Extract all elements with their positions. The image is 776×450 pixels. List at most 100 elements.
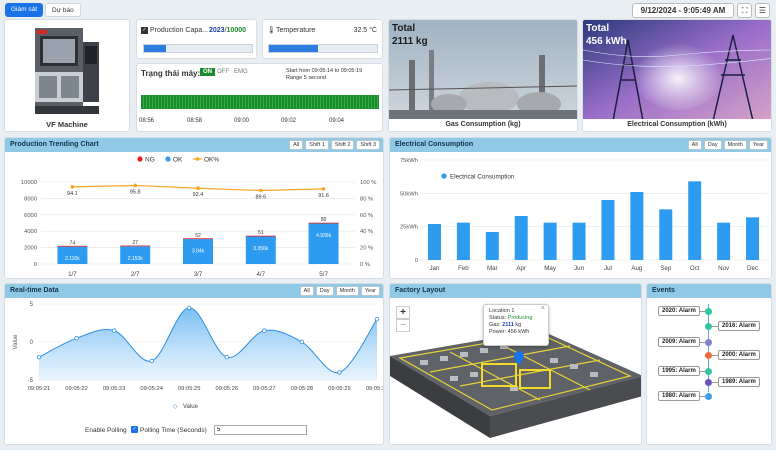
legend-label: OK% — [204, 157, 219, 164]
data-point — [149, 358, 154, 364]
tooltip-close-icon[interactable]: × — [540, 305, 545, 312]
tooltip-status-label: Status: — [489, 315, 507, 321]
y2-tick-label: 20 % — [360, 246, 373, 252]
production-separator: / — [224, 27, 227, 34]
ok-pct-label: 91.6 — [318, 193, 329, 199]
y-tick-label: 50kWh — [400, 191, 418, 197]
menu-icon[interactable]: ☰ — [755, 3, 770, 18]
legend-marker — [137, 156, 143, 162]
bar — [456, 222, 470, 260]
x-tick-label: Dec — [747, 265, 758, 272]
zoom-in-button[interactable]: + — [396, 306, 410, 319]
ok-pct-point — [259, 188, 263, 193]
state-emg-button[interactable]: EMG — [234, 69, 248, 75]
rt-month-button[interactable]: Month — [335, 286, 359, 296]
gas-total-label: Total — [392, 23, 416, 34]
tab-giam-sat[interactable]: Giám sát — [5, 3, 44, 17]
bar — [427, 224, 441, 260]
elec-day-button[interactable]: Day — [703, 140, 722, 150]
polling-time-label: Polling Time (Seconds) — [140, 427, 207, 434]
event-item[interactable]: 2009: Alarm — [658, 337, 700, 347]
x-tick-label: 4/7 — [256, 271, 265, 278]
events-timeline-line — [708, 304, 709, 392]
factory-layout-card: Factory Layout + − Location 1 Status: Pr… — [389, 283, 642, 445]
bar-value-label: 3.356k — [253, 246, 269, 252]
bar-value-label: 2.116k — [65, 256, 80, 262]
tick-1: 08:58 — [187, 118, 203, 124]
factory-3d-view[interactable] — [390, 298, 642, 445]
x-tick-label: 09:05:26 — [215, 386, 238, 392]
production-progress-fill — [144, 45, 166, 52]
polling-time-input[interactable] — [214, 425, 307, 435]
ok-pct-label: 95.8 — [130, 189, 141, 195]
event-connector — [699, 342, 706, 343]
bar-value-label: 4.936k — [316, 233, 332, 239]
event-item[interactable]: 2016: Alarm — [718, 321, 760, 331]
fullscreen-icon[interactable]: ⛶ — [737, 3, 752, 18]
event-item[interactable]: 2000: Alarm — [718, 350, 760, 360]
ok-pct-point — [133, 183, 137, 188]
range-text: Range 5 second — [286, 75, 327, 81]
ok-pct-point — [70, 185, 75, 189]
event-dot — [705, 368, 712, 375]
y2-tick-label: 40 % — [360, 229, 373, 235]
production-target: 10000 — [226, 27, 246, 34]
x-tick-label: 2/7 — [131, 271, 140, 278]
tooltip-location: Location 1 — [489, 308, 515, 314]
range-from-text: Start from 09:05:14 to 09:05:19 — [286, 68, 363, 74]
event-item[interactable]: 1995: Alarm — [658, 366, 700, 376]
event-connector — [699, 396, 706, 397]
legend-label: OK — [173, 157, 183, 164]
state-off-button[interactable]: OFF — [217, 69, 229, 75]
y-tick-label: 6000 — [24, 213, 37, 219]
legend-marker — [165, 156, 171, 162]
tooltip-gas: Gas: 2111 kg — [489, 322, 543, 329]
tab-du-bao[interactable]: Dự báo — [45, 3, 81, 17]
production-trending-chart: NG OK OK% 0 0 % 2000 20 % 4000 40 % 6000 60 % 8000 8… — [21, 156, 376, 278]
x-tick-label: Aug — [631, 265, 643, 272]
x-tick-label: 09:05:21 — [28, 386, 51, 392]
rt-day-button[interactable]: Day — [315, 286, 334, 296]
events-card: Events 2020: Alarm 2016: Alarm 2009: Alarm… — [646, 283, 772, 445]
power-lines-image — [583, 20, 771, 121]
filter-shift1-button[interactable]: Shift 1 — [305, 140, 329, 150]
filter-all-button[interactable]: All — [289, 140, 304, 150]
zoom-out-button[interactable]: − — [396, 319, 410, 332]
production-current: 2023 — [209, 27, 225, 34]
temperature-label: Temperature — [276, 27, 316, 34]
production-trending-title: Production Trending Chart — [10, 141, 99, 148]
factory-title: Factory Layout — [395, 287, 446, 294]
elec-all-button[interactable]: All — [687, 140, 702, 150]
bar — [659, 209, 673, 260]
elec-month-button[interactable]: Month — [723, 140, 747, 150]
ok-pct-label: 89.6 — [255, 195, 266, 201]
event-item[interactable]: 1989: Alarm — [718, 377, 760, 387]
y-tick-label: -5 — [28, 378, 34, 384]
data-point — [187, 305, 192, 310]
rt-year-button[interactable]: Year — [360, 286, 380, 296]
state-on-button[interactable]: ON — [200, 68, 215, 76]
x-tick-label: Jun — [574, 265, 585, 272]
filter-shift3-button[interactable]: Shift 3 — [356, 140, 380, 150]
event-item[interactable]: 1980: Alarm — [658, 391, 700, 401]
tooltip-power: Power: 456 kWh — [489, 329, 530, 335]
electric-total-label: Total — [586, 23, 610, 34]
filter-shift2-button[interactable]: Shift 2 — [330, 140, 355, 150]
data-point — [36, 355, 42, 360]
rt-all-button[interactable]: All — [299, 286, 314, 296]
y-tick-label: 0 — [30, 340, 34, 346]
elec-year-button[interactable]: Year — [748, 140, 768, 150]
y2-tick-label: 60 % — [360, 213, 373, 219]
location-tooltip: Location 1 Status: Producing Gas: 2111 k… — [483, 304, 549, 346]
y-tick-label: 2000 — [24, 246, 37, 252]
enable-polling-checkbox[interactable]: ✓ — [131, 426, 138, 433]
x-tick-label: May — [544, 265, 557, 272]
data-point — [111, 328, 117, 333]
event-item[interactable]: 2020: Alarm — [658, 306, 700, 316]
area-fill — [39, 307, 377, 380]
enable-polling-label: Enable Polling — [85, 427, 127, 434]
event-dot — [705, 339, 712, 346]
bar — [572, 222, 586, 260]
y-tick-label: 5 — [30, 302, 34, 308]
temperature-value: 32.5 °C — [353, 27, 377, 34]
